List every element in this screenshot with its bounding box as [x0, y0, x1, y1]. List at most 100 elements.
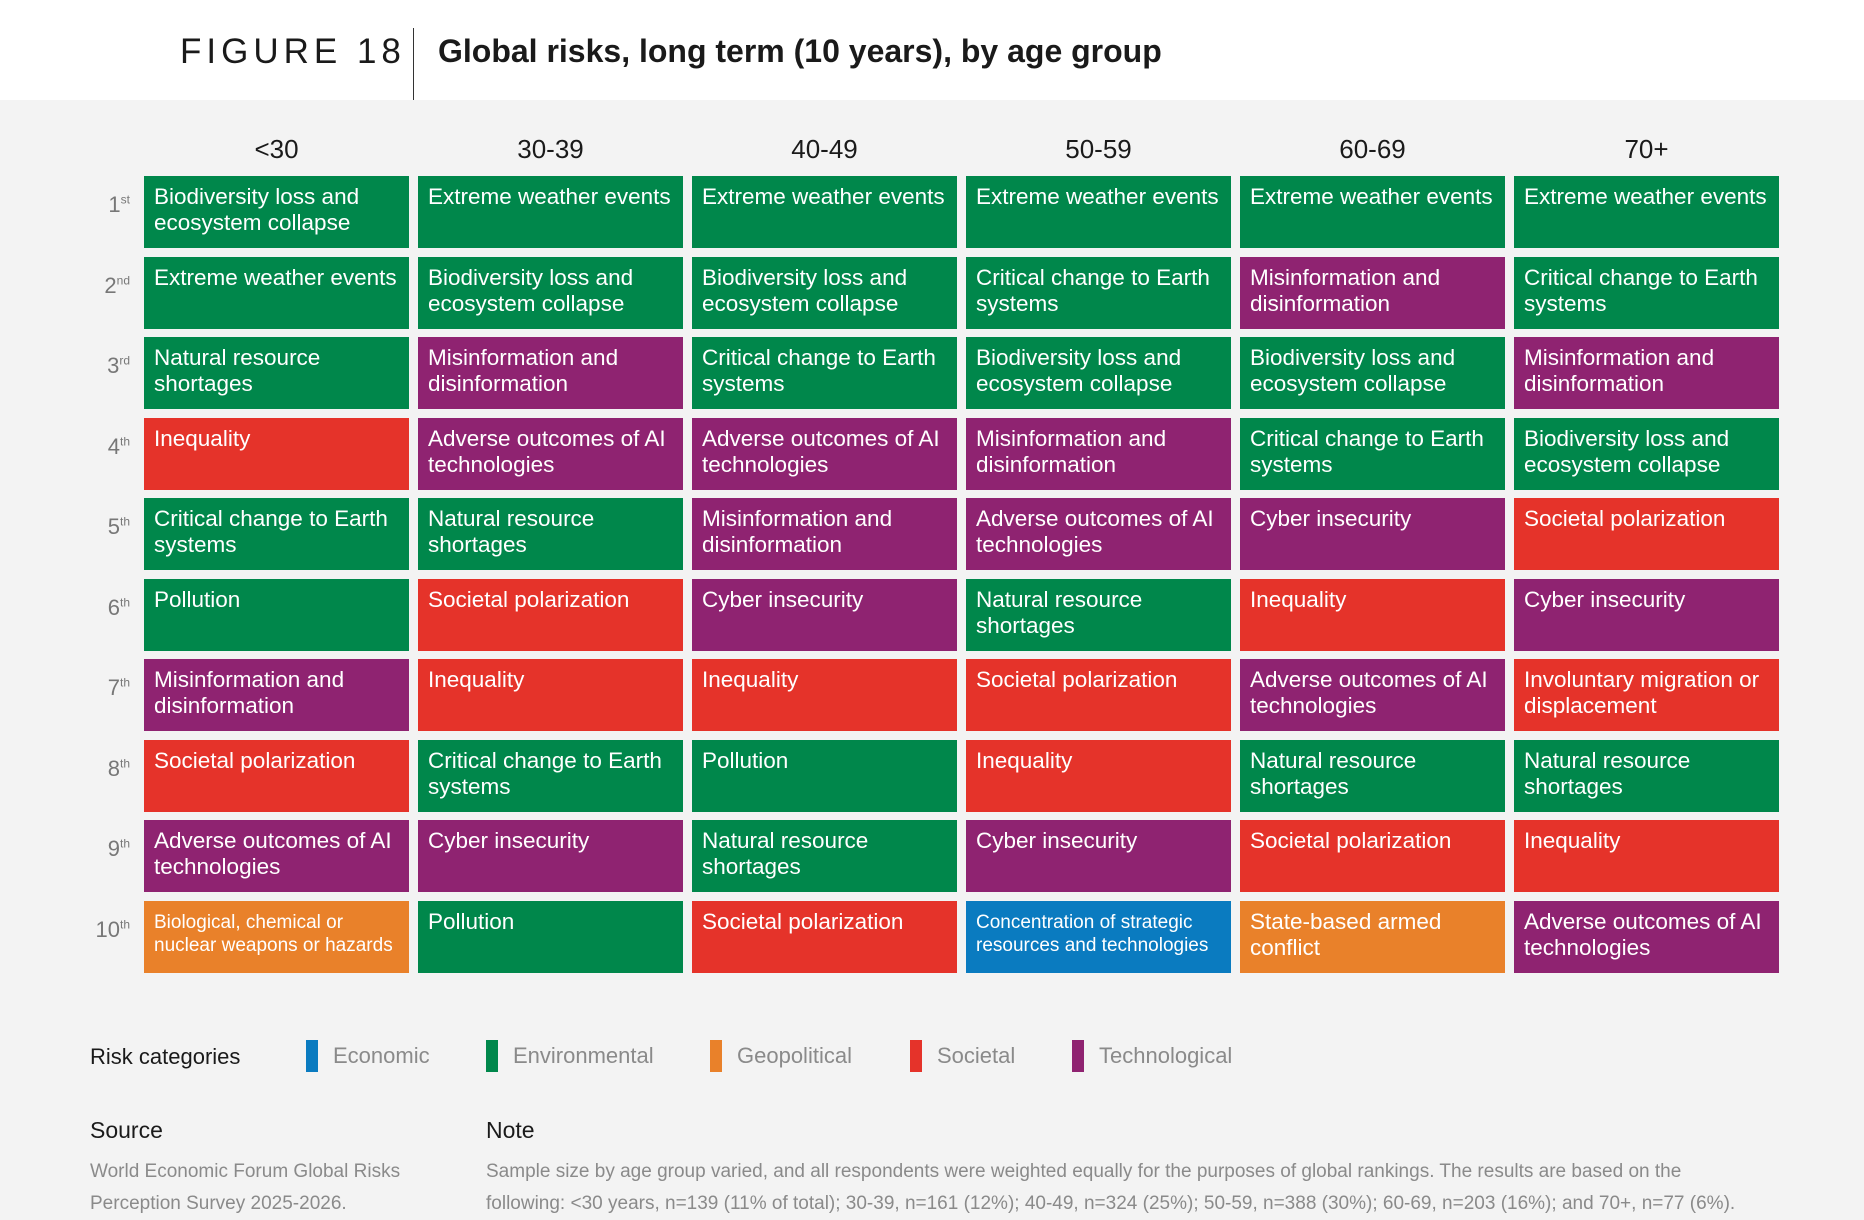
rank-number: 5	[107, 514, 120, 539]
risk-cell: Biodiversity loss and ecosystem collapse	[1514, 417, 1779, 490]
risk-cell: Misinformation and disinformation	[144, 659, 409, 731]
risk-cell: Extreme weather events	[1240, 176, 1505, 248]
legend-label: Geopolitical	[737, 1043, 852, 1068]
column-header: 60-69	[1339, 134, 1406, 164]
rank-number: 3	[107, 353, 120, 378]
rank-suffix: th	[119, 595, 130, 610]
rank-number: 10	[95, 916, 120, 942]
risk-cell: Natural resource shortages	[966, 578, 1231, 651]
risk-cell: Inequality	[144, 417, 409, 490]
rank-label: 1st	[80, 192, 130, 218]
risk-cell: Natural resource shortages	[1514, 739, 1779, 812]
risk-cell: Critical change to Earth systems	[1240, 417, 1505, 490]
figure-title: Global risks, long term (10 years), by a…	[438, 33, 1162, 69]
risk-cell: Misinformation and disinformation	[692, 498, 957, 570]
risk-cell: Concentration of strategic resources and…	[966, 900, 1231, 973]
rank-number: 2	[104, 272, 117, 298]
risk-cell: Societal polarization	[418, 578, 683, 651]
figure-label: FIGURE 18	[180, 32, 406, 71]
risk-cell: Extreme weather events	[966, 176, 1231, 248]
rank-label: 2nd	[80, 273, 130, 299]
legend-label: Economic	[333, 1043, 430, 1068]
rank-label: 7th	[80, 675, 130, 701]
legend-label: Environmental	[513, 1043, 654, 1068]
risk-cell: Biodiversity loss and ecosystem collapse	[692, 256, 957, 329]
risk-cell: Critical change to Earth systems	[1514, 256, 1779, 329]
column-header: <30	[254, 134, 299, 164]
rank-label: 9th	[80, 836, 130, 862]
rank-label: 3rd	[80, 353, 130, 379]
column-header: 30-39	[517, 134, 584, 164]
figure-header: FIGURE 18 Global risks, long term (10 ye…	[0, 0, 1864, 100]
risk-cell: Extreme weather events	[1514, 176, 1779, 248]
risk-cell: Cyber insecurity	[1240, 498, 1505, 570]
rank-suffix: nd	[116, 273, 130, 288]
risk-cell: State-based armed conflict	[1240, 900, 1505, 973]
risk-cell: Inequality	[1240, 578, 1505, 651]
rank-suffix: th	[119, 514, 130, 529]
risk-cell: Societal polarization	[1240, 820, 1505, 892]
rank-label: 5th	[80, 514, 130, 540]
risk-cell: Cyber insecurity	[966, 820, 1231, 892]
risk-cell: Biological, chemical or nuclear weapons …	[144, 900, 409, 973]
header-divider	[413, 28, 414, 100]
rank-number: 6	[107, 594, 120, 620]
risk-cell: Misinformation and disinformation	[418, 337, 683, 409]
risk-cell: Societal polarization	[966, 659, 1231, 731]
risk-cell: Critical change to Earth systems	[966, 256, 1231, 329]
legend-swatch	[910, 1040, 922, 1072]
legend-swatch	[486, 1040, 498, 1072]
risk-cell: Inequality	[418, 659, 683, 731]
rank-suffix: th	[119, 756, 130, 771]
risk-cell: Cyber insecurity	[1514, 578, 1779, 651]
risk-cell: Cyber insecurity	[418, 820, 683, 892]
risk-cell: Extreme weather events	[144, 256, 409, 329]
rank-suffix: th	[119, 675, 130, 690]
risk-cell: Cyber insecurity	[692, 578, 957, 651]
rank-suffix: rd	[119, 353, 130, 368]
rank-number: 7	[107, 675, 120, 700]
risk-cell: Misinformation and disinformation	[1514, 337, 1779, 409]
note-text: Sample size by age group varied, and all…	[486, 1161, 1736, 1214]
risk-cell: Pollution	[418, 900, 683, 973]
rank-suffix: th	[119, 917, 130, 932]
risk-cell: Natural resource shortages	[418, 498, 683, 570]
rank-label: 4th	[80, 434, 130, 460]
risk-cell: Extreme weather events	[418, 176, 683, 248]
risk-cell: Misinformation and disinformation	[1240, 256, 1505, 329]
column-header: 70+	[1624, 134, 1669, 164]
legend-swatch	[1072, 1040, 1084, 1072]
risk-cell: Biodiversity loss and ecosystem collapse	[966, 337, 1231, 409]
source-heading: Source	[90, 1117, 163, 1143]
risk-cell: Adverse outcomes of AI technologies	[692, 417, 957, 490]
risk-cell: Natural resource shortages	[144, 337, 409, 409]
rank-number: 1	[108, 192, 121, 217]
risk-cell: Extreme weather events	[692, 176, 957, 248]
risk-cell: Pollution	[692, 739, 957, 812]
risk-cell: Natural resource shortages	[1240, 739, 1505, 812]
risk-cell: Inequality	[692, 659, 957, 731]
risk-cell: Societal polarization	[1514, 498, 1779, 570]
risk-cell: Inequality	[1514, 820, 1779, 892]
legend-swatch	[710, 1040, 722, 1072]
risk-cell: Critical change to Earth systems	[144, 498, 409, 570]
risk-cell: Inequality	[966, 739, 1231, 812]
risk-cell: Misinformation and disinformation	[966, 417, 1231, 490]
risk-cell: Adverse outcomes of AI technologies	[966, 498, 1231, 570]
risk-cell: Adverse outcomes of AI technologies	[1514, 900, 1779, 973]
legend-label: Technological	[1099, 1043, 1233, 1068]
risk-cell: Natural resource shortages	[692, 820, 957, 892]
rank-suffix: st	[120, 192, 130, 207]
rank-suffix: th	[119, 836, 130, 851]
legend-label: Societal	[937, 1043, 1016, 1068]
note-heading: Note	[486, 1117, 535, 1143]
column-header: 40-49	[791, 134, 858, 164]
risk-cell: Pollution	[144, 578, 409, 651]
rank-number: 8	[107, 755, 120, 781]
risk-cell: Adverse outcomes of AI technologies	[418, 417, 683, 490]
risk-cell: Societal polarization	[692, 900, 957, 973]
rank-suffix: th	[119, 434, 130, 449]
column-header: 50-59	[1065, 134, 1132, 164]
rank-label: 6th	[80, 595, 130, 621]
risk-cell: Adverse outcomes of AI technologies	[1240, 659, 1505, 731]
